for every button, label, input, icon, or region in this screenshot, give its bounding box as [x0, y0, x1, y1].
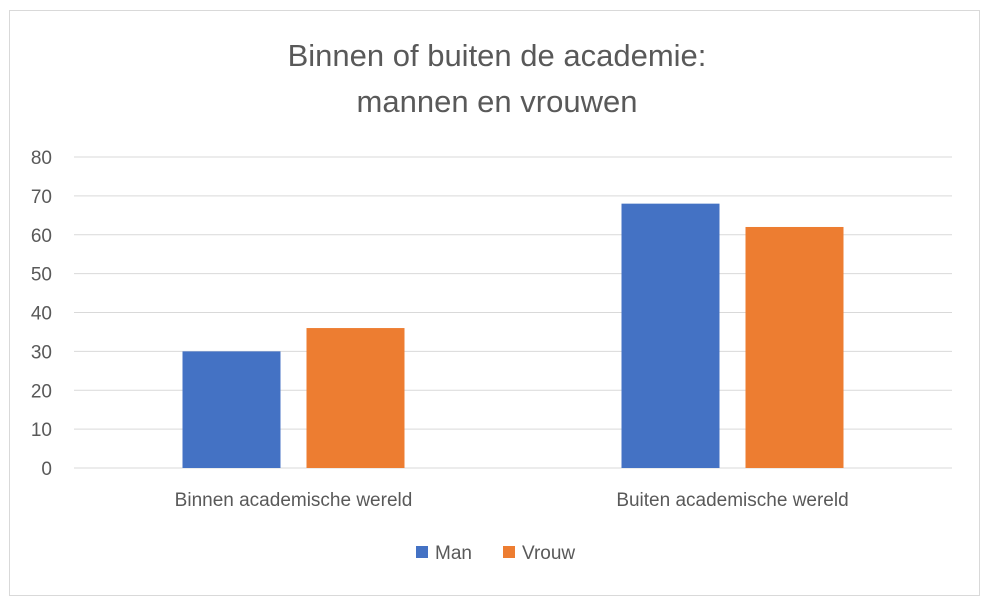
chart-title-line-2: mannen en vrouwen: [357, 84, 638, 119]
bar-man-1: [182, 351, 281, 468]
legend: Man Vrouw: [416, 543, 575, 564]
y-tick-label: 40: [31, 304, 52, 325]
y-tick-label: 30: [31, 342, 52, 363]
bars: [182, 203, 844, 468]
legend-swatch-vrouw: [503, 546, 515, 558]
y-tick-label: 10: [31, 420, 52, 441]
bar-vrouw-1: [306, 328, 405, 468]
y-tick-label: 80: [31, 148, 52, 169]
y-tick-label: 20: [31, 381, 52, 402]
legend-label-man: Man: [435, 543, 472, 564]
chart-title-line-1: Binnen of buiten de academie:: [288, 38, 707, 73]
x-category-label: Binnen academische wereld: [175, 490, 413, 511]
bar-man-2: [621, 203, 720, 468]
y-tick-label: 60: [31, 226, 52, 247]
x-category-label: Buiten academische wereld: [616, 490, 848, 511]
y-tick-label: 70: [31, 187, 52, 208]
legend-label-vrouw: Vrouw: [522, 543, 575, 564]
bar-vrouw-2: [745, 226, 844, 468]
y-tick-label: 0: [41, 459, 52, 480]
chart-title: Binnen of buiten de academie: mannen en …: [288, 38, 707, 119]
y-axis-tick-labels: 0 10 20 30 40 50 60 70 80: [31, 148, 52, 480]
legend-swatch-man: [416, 546, 428, 558]
y-tick-label: 50: [31, 265, 52, 286]
x-axis-category-labels: Binnen academische wereld Buiten academis…: [175, 490, 849, 511]
